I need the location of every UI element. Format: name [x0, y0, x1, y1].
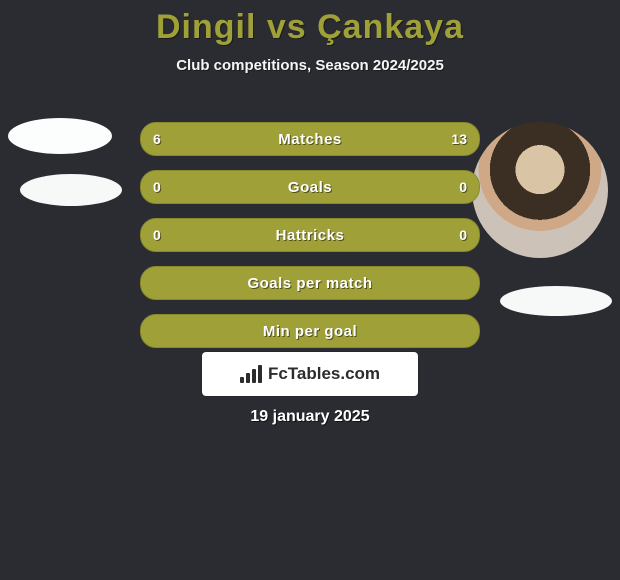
- stat-row-hattricks: 0 Hattricks 0: [140, 218, 480, 252]
- stat-row-min-per-goal: Min per goal: [140, 314, 480, 348]
- brand-text: FcTables.com: [268, 364, 380, 384]
- player-left-team-placeholder: [20, 174, 122, 206]
- stat-right-value: 0: [459, 171, 467, 203]
- stat-row-matches: 6 Matches 13: [140, 122, 480, 156]
- stat-right-value: 0: [459, 219, 467, 251]
- stat-label: Min per goal: [141, 315, 479, 347]
- snapshot-date: 19 january 2025: [0, 408, 620, 426]
- stat-label: Hattricks: [141, 219, 479, 251]
- bar-chart-icon: [240, 365, 262, 383]
- stat-label: Goals: [141, 171, 479, 203]
- stat-label: Goals per match: [141, 267, 479, 299]
- stat-row-goals-per-match: Goals per match: [140, 266, 480, 300]
- page-subtitle: Club competitions, Season 2024/2025: [0, 57, 620, 74]
- stat-row-goals: 0 Goals 0: [140, 170, 480, 204]
- stat-right-value: 13: [451, 123, 467, 155]
- brand-badge[interactable]: FcTables.com: [202, 352, 418, 396]
- stat-label: Matches: [141, 123, 479, 155]
- stat-bars: 6 Matches 13 0 Goals 0 0 Hattricks 0 Goa…: [140, 122, 480, 362]
- player-left-avatar-placeholder: [8, 118, 112, 154]
- comparison-card: Dingil vs Çankaya Club competitions, Sea…: [0, 0, 620, 580]
- player-right-avatar: [472, 122, 608, 258]
- page-title: Dingil vs Çankaya: [0, 0, 620, 47]
- player-right-team-placeholder: [500, 286, 612, 316]
